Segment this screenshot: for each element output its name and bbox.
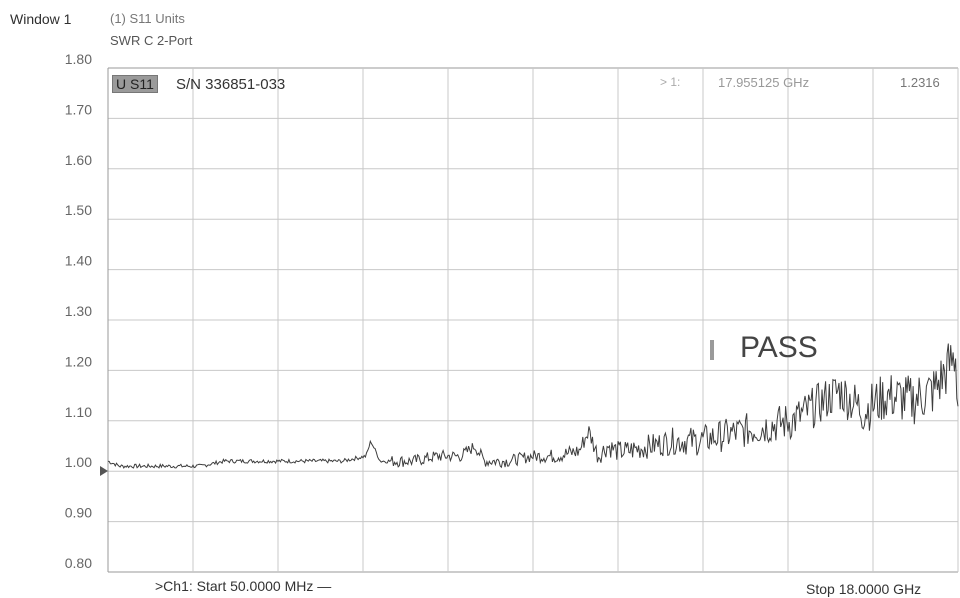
- y-tick-label: 1.80: [65, 51, 92, 67]
- y-tick-label: 1.10: [65, 404, 92, 420]
- chart-grid: [107, 67, 959, 573]
- trace-format: SWR C 2-Port: [110, 33, 193, 48]
- marker-tag[interactable]: U S11: [112, 75, 158, 93]
- s11-trace-line: [107, 343, 959, 469]
- marker-arrow: > 1:: [660, 75, 681, 89]
- pass-indicator-icon: [710, 340, 714, 360]
- reference-marker-icon: [100, 466, 108, 476]
- stop-frequency: Stop 18.0000 GHz: [806, 581, 922, 597]
- y-tick-label: 0.80: [65, 555, 92, 571]
- trace-title: (1) S11 Units: [110, 11, 185, 26]
- y-tick-label: 1.30: [65, 303, 92, 319]
- pass-status: PASS: [740, 331, 818, 364]
- y-tick-label: 1.00: [65, 454, 92, 470]
- y-tick-label: 1.70: [65, 101, 92, 117]
- serial-number: S/N 336851-033: [176, 76, 286, 93]
- y-tick-labels: 1.80 1.70 1.60 1.50 1.40 1.30 1.20 1.10 1.00 0.90…: [65, 51, 92, 571]
- y-tick-label: 1.40: [65, 253, 92, 269]
- y-tick-label: 0.90: [65, 505, 92, 521]
- y-tick-label: 1.20: [65, 353, 92, 369]
- y-tick-label: 1.60: [65, 152, 92, 168]
- y-tick-label: 1.50: [65, 202, 92, 218]
- window-title: Window 1: [10, 11, 72, 27]
- start-frequency: >Ch1: Start 50.0000 MHz —: [155, 578, 332, 594]
- marker-value: 1.2316: [900, 75, 940, 90]
- marker-frequency: 17.955125 GHz: [718, 75, 810, 90]
